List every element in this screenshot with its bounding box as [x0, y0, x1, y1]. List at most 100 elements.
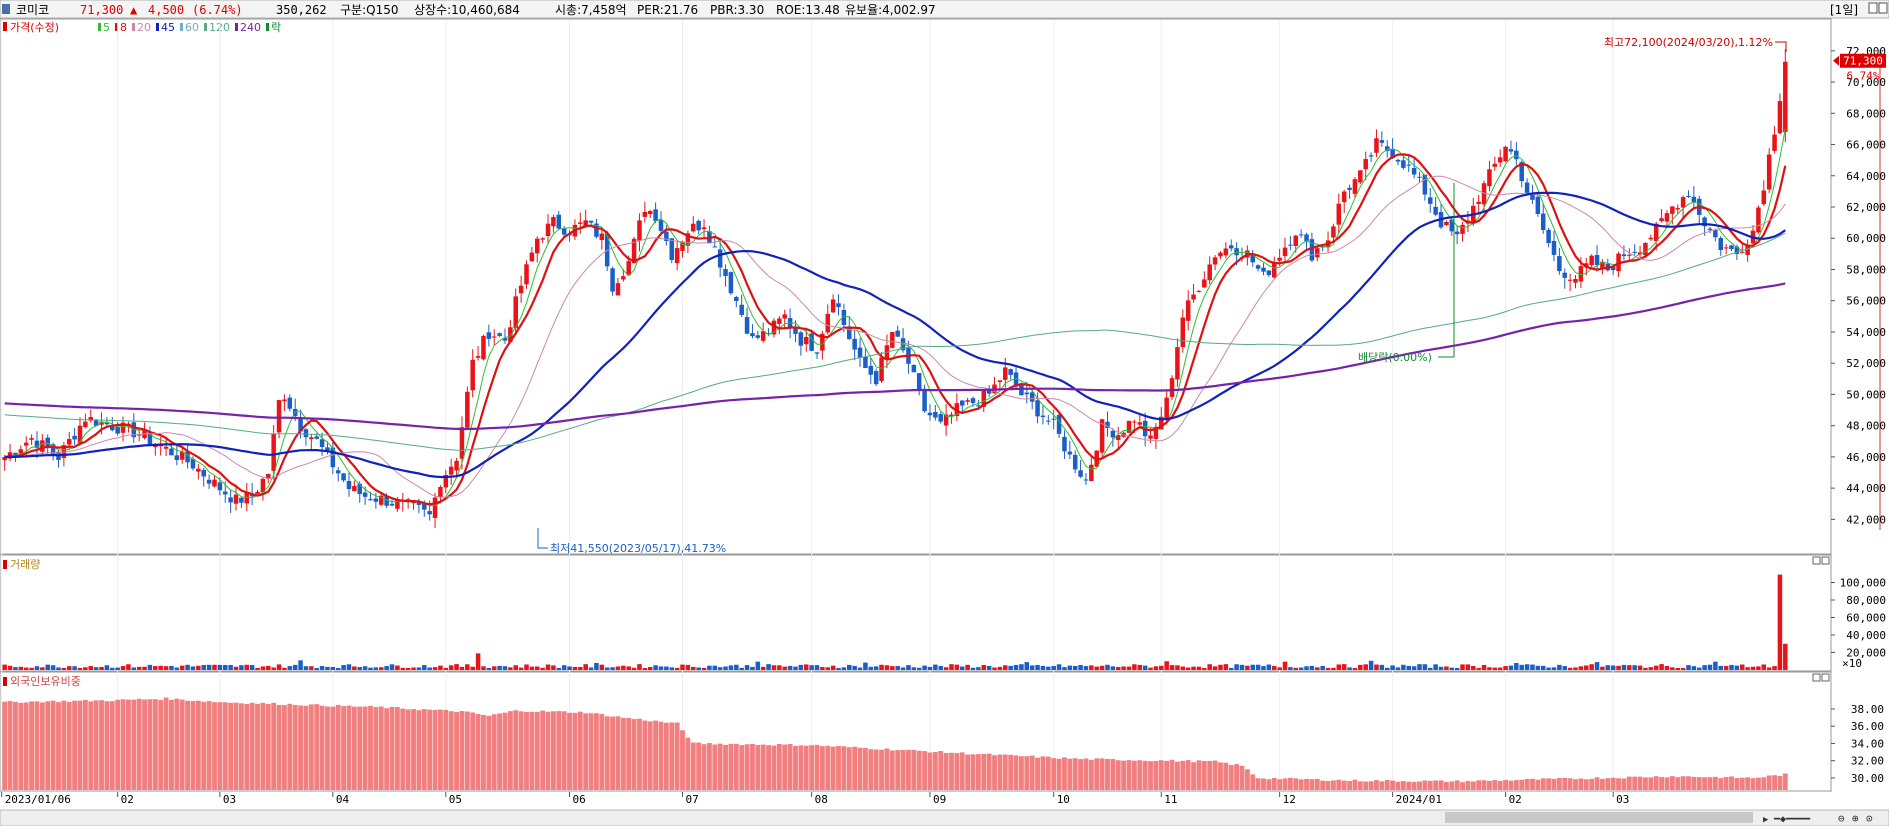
volume-bar: [77, 667, 83, 670]
foreign-bar: [529, 711, 535, 790]
foreign-bar: [959, 752, 965, 790]
foreign-bar: [1293, 778, 1299, 790]
candle-body: [1363, 159, 1368, 170]
ma-line-240: [4, 282, 1786, 431]
foreign-bar: [900, 750, 906, 790]
foreign-max-button[interactable]: [1812, 673, 1821, 682]
foreign-bar: [1368, 781, 1374, 790]
volume-bar: [330, 666, 336, 670]
volume-bar: [481, 666, 486, 670]
foreign-bar: [1287, 777, 1293, 790]
volume-bar: [217, 664, 223, 670]
volume-bar: [1573, 667, 1578, 670]
volume-bar: [1035, 664, 1040, 670]
horizontal-scrollbar[interactable]: [0, 809, 1889, 826]
minimize-button[interactable]: [1868, 2, 1878, 14]
volume-bar: [416, 667, 422, 670]
candle-body: [34, 440, 40, 448]
candle-body: [518, 285, 524, 294]
volume-bar: [803, 664, 809, 670]
x-tick-label: 09: [933, 793, 946, 806]
volume-bar: [136, 666, 142, 670]
volume-bar: [1008, 665, 1013, 670]
volume-close-button[interactable]: [1821, 556, 1830, 565]
candle-body: [1729, 245, 1734, 249]
close-button[interactable]: [1878, 2, 1888, 14]
foreign-bar: [1626, 776, 1632, 790]
foreign-bar: [319, 705, 325, 790]
scroll-thumb[interactable]: [1445, 812, 1753, 823]
high-annotation: 최고72,100(2024/03/20),1.12%: [1604, 36, 1773, 49]
foreign-bar: [1766, 775, 1772, 790]
foreign-bar: [1121, 760, 1127, 790]
price-tick-label: 62,000: [1846, 201, 1886, 214]
volume-bar: [1422, 664, 1428, 670]
volume-bar: [610, 667, 615, 670]
x-tick-label: 04: [336, 793, 350, 806]
foreign-bar: [841, 746, 847, 790]
volume-bar: [518, 667, 524, 670]
foreign-bar: [1508, 780, 1514, 790]
foreign-bar: [1707, 777, 1713, 790]
candle-body: [1266, 270, 1272, 276]
candle-body: [723, 269, 728, 277]
volume-bar: [1083, 666, 1089, 670]
foreign-bar: [351, 706, 357, 790]
x-tick-label: 02: [1509, 793, 1522, 806]
price-tick-label: 70,000: [1846, 76, 1886, 89]
foreign-title: 외국인보유비중: [10, 675, 81, 688]
foreign-bar: [583, 713, 589, 790]
candle-body: [642, 211, 648, 217]
volume-bar: [1497, 667, 1503, 670]
zoom-in-icon[interactable]: ⊕: [1852, 812, 1859, 825]
volume-bar: [1476, 667, 1481, 670]
candle-body: [798, 332, 804, 346]
volume-bar: [1584, 665, 1589, 670]
candle-body: [61, 445, 67, 458]
zoom-reset-icon[interactable]: ⊙: [1866, 812, 1873, 825]
candle-body: [190, 458, 196, 469]
volume-bar: [1546, 667, 1551, 670]
period-selector[interactable]: [1일]: [1830, 3, 1858, 17]
candle-body: [196, 468, 201, 472]
foreign-bar: [2, 701, 8, 790]
volume-bar: [1578, 666, 1584, 670]
volume-bar: [389, 664, 395, 670]
foreign-close-button[interactable]: [1821, 673, 1830, 682]
foreign-bar: [1573, 779, 1578, 790]
volume-bar: [572, 666, 578, 670]
foreign-bar: [1056, 758, 1062, 790]
volume-bar: [1207, 664, 1212, 670]
volume-bar: [1600, 666, 1605, 670]
volume-bar: [965, 664, 970, 670]
foreign-bar: [868, 749, 874, 790]
candle-body: [438, 487, 443, 498]
candle-body: [362, 492, 368, 497]
candle-body: [524, 264, 529, 285]
foreign-bar: [1094, 758, 1100, 790]
foreign-bar: [1051, 758, 1057, 790]
foreign-bar: [1696, 777, 1702, 790]
volume-bar: [1250, 664, 1255, 670]
foreign-bar: [1357, 781, 1363, 790]
scroll-right-arrow[interactable]: ▶: [1763, 815, 1769, 825]
volume-bar: [1218, 664, 1223, 670]
x-tick-label: 03: [1616, 793, 1629, 806]
candle-body: [1584, 263, 1589, 267]
volume-max-button[interactable]: [1812, 556, 1821, 565]
foreign-bar: [1347, 781, 1352, 790]
volume-bar: [1540, 665, 1546, 670]
volume-bar: [190, 666, 196, 670]
foreign-bar: [577, 711, 583, 790]
zoom-slider-icon[interactable]: ━◆━━━━: [1773, 814, 1811, 825]
foreign-bar: [1045, 756, 1051, 790]
volume-bar: [1433, 664, 1438, 670]
candle-body: [93, 420, 99, 426]
volume-bar: [1621, 664, 1627, 670]
foreign-bar: [550, 711, 556, 790]
foreign-bar: [1201, 761, 1207, 790]
foreign-bar: [787, 743, 793, 790]
zoom-out-icon[interactable]: ⊖: [1838, 812, 1845, 825]
header-menu-icon[interactable]: [2, 4, 10, 14]
